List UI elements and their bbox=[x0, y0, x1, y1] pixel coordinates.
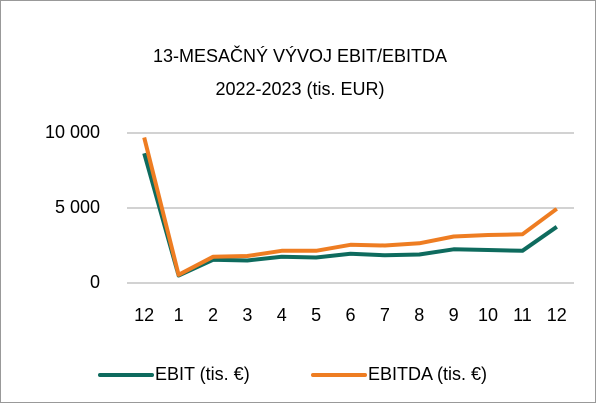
x-tick-label: 10 bbox=[478, 305, 498, 325]
legend-label: EBIT (tis. €) bbox=[155, 364, 250, 384]
x-tick-label: 5 bbox=[311, 305, 321, 325]
x-tick-label: 6 bbox=[345, 305, 355, 325]
y-tick-label: 10 000 bbox=[45, 122, 100, 142]
x-tick-label: 8 bbox=[414, 305, 424, 325]
x-tick-label: 12 bbox=[547, 305, 567, 325]
chart-title: 13-MESAČNÝ VÝVOJ EBIT/EBITDA bbox=[153, 45, 447, 66]
y-tick-label: 5 000 bbox=[55, 197, 100, 217]
x-tick-label: 3 bbox=[242, 305, 252, 325]
x-tick-label: 4 bbox=[277, 305, 287, 325]
x-tick-label: 12 bbox=[134, 305, 154, 325]
data-line bbox=[142, 152, 558, 278]
x-tick-label: 9 bbox=[449, 305, 459, 325]
x-tick-label: 1 bbox=[174, 305, 184, 325]
x-tick-label: 7 bbox=[380, 305, 390, 325]
x-tick-label: 2 bbox=[208, 305, 218, 325]
legend-label: EBITDA (tis. €) bbox=[368, 364, 487, 384]
x-tick-label: 11 bbox=[513, 305, 532, 325]
y-tick-label: 0 bbox=[90, 272, 100, 292]
chart-title: 2022-2023 (tis. EUR) bbox=[215, 79, 384, 99]
data-line bbox=[142, 137, 558, 277]
